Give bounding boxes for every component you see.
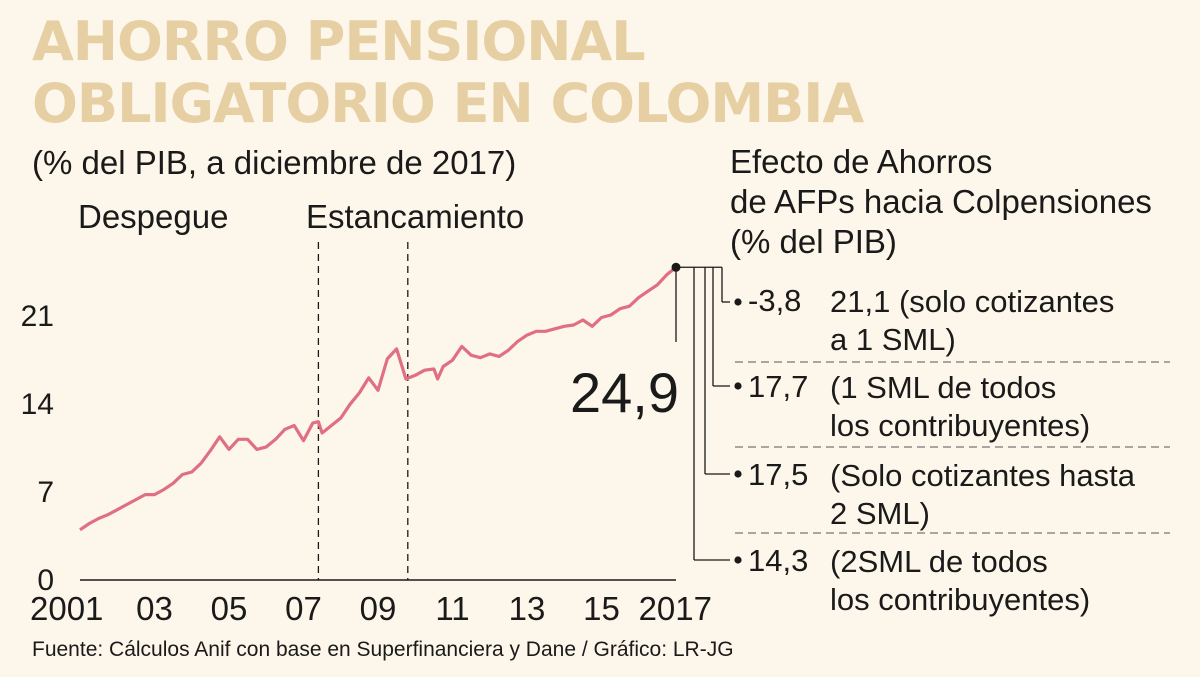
effect-description: 21,1 (solo cotizantes a 1 SML) bbox=[830, 283, 1114, 359]
effect-description-line: (1 SML de todos bbox=[830, 370, 1057, 405]
effect-bullet bbox=[734, 556, 742, 564]
end-point-marker bbox=[671, 262, 681, 272]
x-tick-label: 2001 bbox=[30, 590, 103, 627]
y-tick-label: 7 bbox=[37, 476, 54, 509]
effect-value: 17,5 bbox=[748, 457, 809, 492]
effect-value: 14,3 bbox=[748, 543, 809, 578]
title-line-2: OBLIGATORIO EN COLOMBIA bbox=[32, 72, 864, 135]
title-line-1: AHORRO PENSIONAL bbox=[32, 10, 646, 73]
effect-description-line: los contribuyentes) bbox=[830, 582, 1091, 617]
effect-bullet bbox=[734, 382, 742, 390]
effects-header-line: de AFPs hacia Colpensiones bbox=[730, 183, 1152, 220]
effect-description-line: (2SML de todos bbox=[830, 544, 1048, 579]
effect-description-line: 2 SML) bbox=[830, 496, 930, 531]
effect-description-line: 21,1 (solo cotizantes bbox=[830, 284, 1115, 319]
effect-description-line: (Solo cotizantes hasta bbox=[830, 458, 1136, 493]
period-label-despegue: Despegue bbox=[78, 198, 228, 235]
effect-description: (Solo cotizantes hasta 2 SML) bbox=[830, 457, 1135, 533]
effect-description: (2SML de todos los contribuyentes) bbox=[830, 543, 1090, 619]
x-tick-label: 15 bbox=[583, 590, 620, 627]
x-tick-label: 07 bbox=[285, 590, 322, 627]
effect-value: 17,7 bbox=[748, 369, 809, 404]
effect-description-line: a 1 SML) bbox=[830, 322, 956, 357]
y-tick-label: 14 bbox=[21, 388, 54, 421]
effect-description-line: los contribuyentes) bbox=[830, 408, 1091, 443]
effect-description: (1 SML de todos los contribuyentes) bbox=[830, 369, 1090, 445]
effect-bullet bbox=[734, 470, 742, 478]
x-tick-label: 11 bbox=[435, 590, 469, 627]
x-tick-label: 09 bbox=[360, 590, 397, 627]
effects-header: Efecto de Ahorros de AFPs hacia Colpensi… bbox=[730, 142, 1152, 262]
series-line bbox=[79, 266, 678, 532]
x-tick-label: 05 bbox=[211, 590, 248, 627]
y-tick-label: 21 bbox=[21, 300, 54, 333]
x-tick-label: 13 bbox=[509, 590, 546, 627]
effect-value: -3,8 bbox=[748, 283, 802, 318]
y-tick-label: 0 bbox=[37, 564, 54, 597]
source-note: Fuente: Cálculos Anif con base en Superf… bbox=[32, 638, 734, 661]
chart-subtitle: (% del PIB, a diciembre de 2017) bbox=[32, 144, 517, 181]
x-tick-label: 2017 bbox=[639, 590, 712, 627]
effects-header-line: Efecto de Ahorros bbox=[730, 143, 993, 180]
end-value-label: 24,9 bbox=[570, 361, 679, 424]
period-label-estancamiento: Estancamiento bbox=[306, 198, 524, 235]
x-tick-label: 03 bbox=[136, 590, 173, 627]
effect-bullet bbox=[734, 298, 742, 306]
effects-header-line: (% del PIB) bbox=[730, 223, 897, 260]
